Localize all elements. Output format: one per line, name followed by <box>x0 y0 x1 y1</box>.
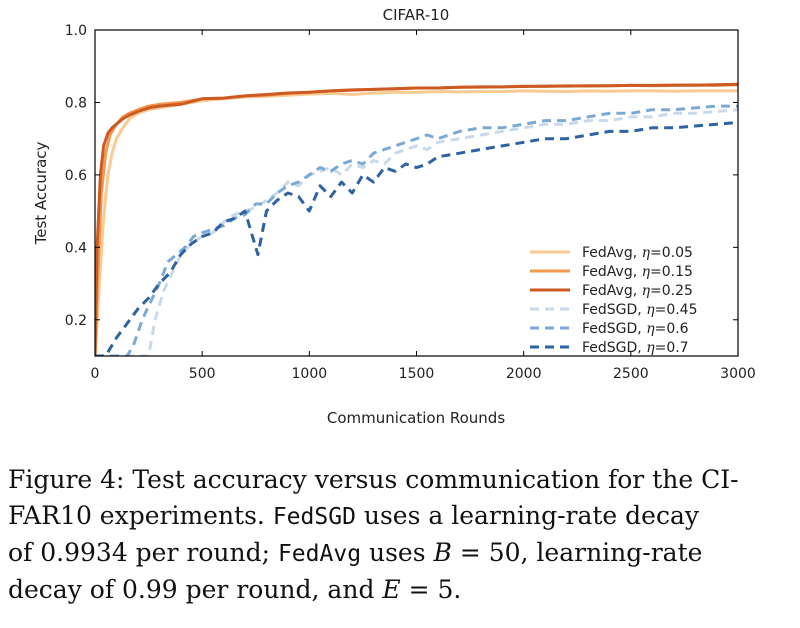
chart: CIFAR-10 0 500 1000 1500 2000 2500 30000.20.40… <box>32 6 756 427</box>
x-tick-label: 2000 <box>506 366 542 382</box>
caption-code: FedAvg <box>277 541 362 567</box>
y-tick-label: 0.6 <box>65 168 87 184</box>
caption-text: uses <box>361 538 434 567</box>
caption-text: FAR10 experiments. <box>8 501 273 530</box>
x-tick-label: 0 <box>91 366 100 382</box>
ticks-layer: 0 500 1000 1500 2000 2500 3000 0.2 0.4 0.6 0.8 1.0 <box>65 23 756 382</box>
legend-entry: FedAvg, η=0.05 <box>582 245 693 261</box>
x-tick-label: 1000 <box>292 366 328 382</box>
series-line-3 <box>95 82 738 356</box>
caption-line-1: Figure 4: Test accuracy versus communica… <box>8 465 739 494</box>
legend-entry: FedAvg, η=0.25 <box>582 283 693 299</box>
x-tick-label: 3000 <box>720 366 756 382</box>
y-tick-label: 0.4 <box>65 240 87 256</box>
series-line-1 <box>95 89 738 356</box>
y-tick-label: 1.0 <box>65 23 87 39</box>
y-tick-label: 0.2 <box>65 313 87 329</box>
x-tick-label: 2500 <box>613 366 649 382</box>
legend-entry: FedSGD, η=0.45 <box>582 302 698 318</box>
series-line-5 <box>95 104 738 356</box>
caption-math-var: E <box>382 575 401 604</box>
series-layer <box>95 82 738 356</box>
x-tick-label: 1500 <box>399 366 435 382</box>
x-axis-label: Communication Rounds <box>327 409 505 427</box>
x-tick-label: 500 <box>189 366 216 382</box>
figure-caption: Figure 4: Test accuracy versus communica… <box>8 462 792 608</box>
legend: FedAvg, η=0.05 FedAvg, η=0.15 FedAvg, η=0.… <box>530 245 698 356</box>
legend-entry: FedSGD, η=0.7 <box>582 340 689 356</box>
caption-line-2: FAR10 experiments. FedSGD uses a learnin… <box>8 498 792 535</box>
caption-text: , learning-rate <box>520 538 703 567</box>
chart-title: CIFAR-10 <box>383 6 450 24</box>
y-axis-label: Test Accuracy <box>32 141 50 245</box>
caption-math: = 50 <box>451 538 521 567</box>
legend-entry: FedSGD, η=0.6 <box>582 321 689 337</box>
caption-line-3: of 0.9934 per round; FedAvg uses B = 50,… <box>8 535 792 572</box>
series-line-4 <box>95 108 738 356</box>
caption-code: FedSGD <box>272 504 356 530</box>
caption-line-4: decay of 0.99 per round, and E = 5. <box>8 572 792 608</box>
y-tick-label: 0.8 <box>65 95 87 111</box>
caption-text: decay of 0.99 per round, and <box>8 575 383 604</box>
caption-text: . <box>453 575 462 604</box>
caption-math-var: B <box>433 538 452 567</box>
caption-text: uses a learning-rate decay <box>355 501 699 530</box>
legend-entry: FedAvg, η=0.15 <box>582 264 693 280</box>
caption-text: of 0.9934 per round; <box>8 538 278 567</box>
caption-math: = 5 <box>400 575 454 604</box>
